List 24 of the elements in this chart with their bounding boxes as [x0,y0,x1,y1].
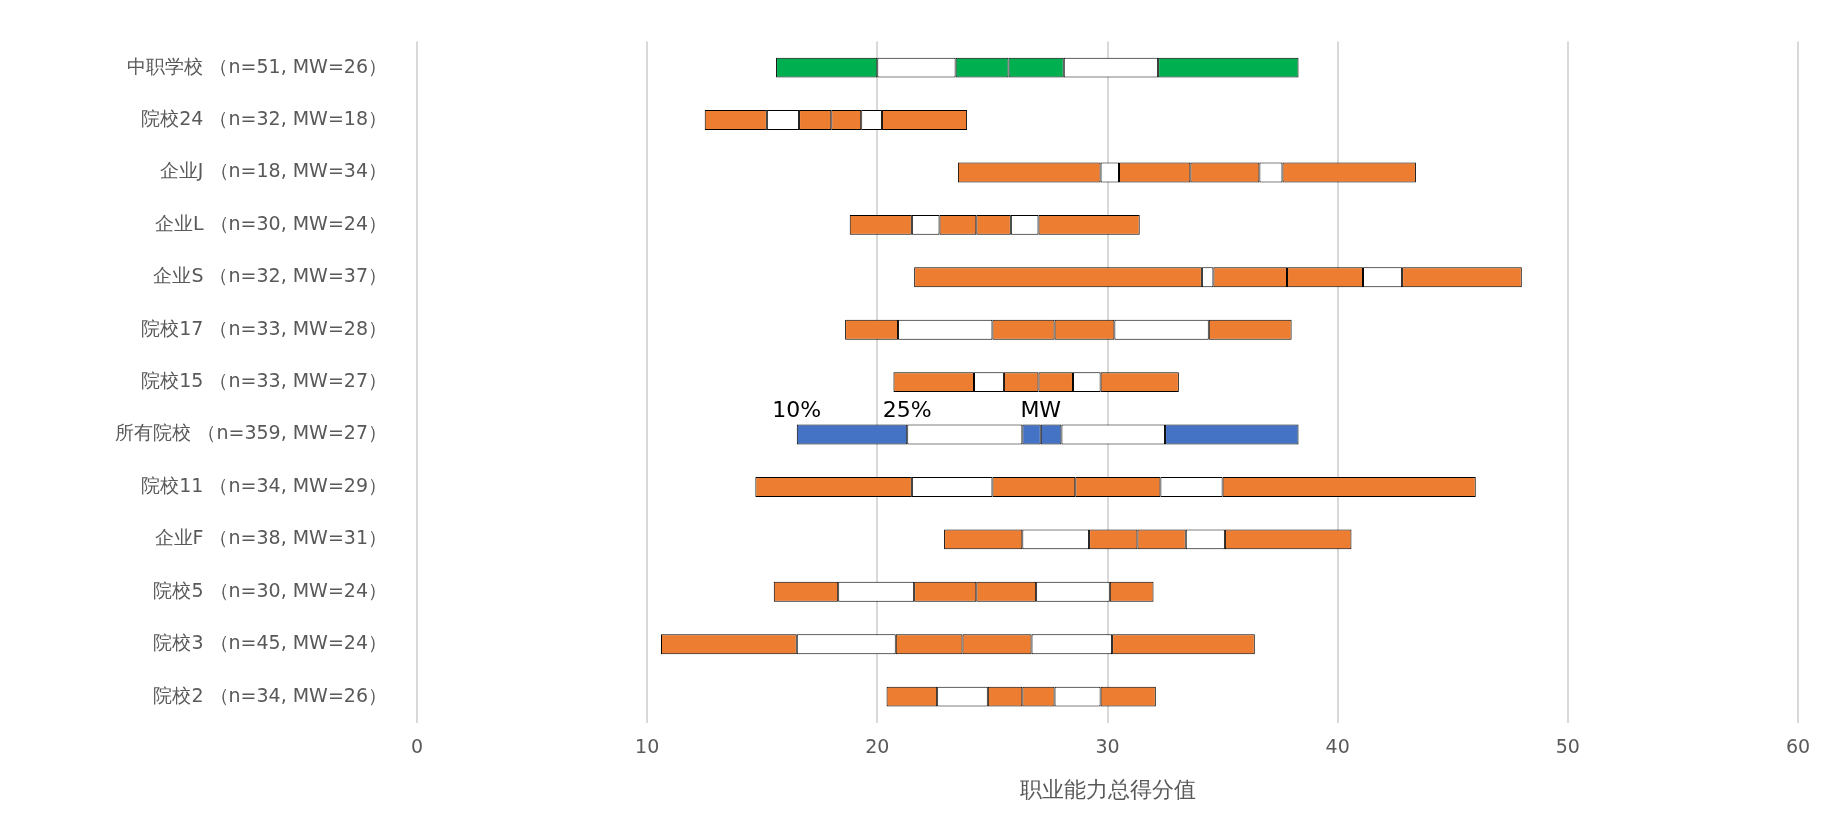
y-tick-label: 院校2 （n=34, MW=26） [153,683,387,706]
x-tick-label: 50 [1555,735,1580,758]
x-tick-label: 20 [865,735,890,758]
y-tick-label: 企业S （n=32, MW=37） [153,264,387,287]
y-tick-label: 院校3 （n=45, MW=24） [153,631,387,654]
x-tick-label: 30 [1095,735,1120,758]
y-tick-label: 中职学校 （n=51, MW=26） [127,54,387,77]
y-tick-label: 院校24 （n=32, MW=18） [141,106,387,129]
y-tick-label: 企业J （n=18, MW=34） [159,159,387,182]
y-tick-label: 所有院校 （n=359, MW=27） [115,421,387,444]
annotation: 10% [772,397,822,423]
annotation: MW [1020,397,1062,423]
y-tick-label: 院校15 （n=33, MW=27） [141,369,387,392]
annotation: 25% [882,397,932,423]
y-tick-label: 院校5 （n=30, MW=24） [153,578,387,601]
x-tick-label: 40 [1325,735,1350,758]
x-axis-title: 职业能力总得分值 [1019,776,1196,802]
y-tick-label: 企业L （n=30, MW=24） [154,211,387,234]
y-tick-label: 院校11 （n=34, MW=29） [141,473,387,496]
x-tick-label: 0 [410,735,424,758]
y-tick-label: 院校17 （n=33, MW=28） [141,316,387,339]
x-tick-label: 60 [1785,735,1811,758]
y-tick-label: 企业F （n=38, MW=31） [154,526,387,549]
x-tick-label: 10 [635,735,660,758]
